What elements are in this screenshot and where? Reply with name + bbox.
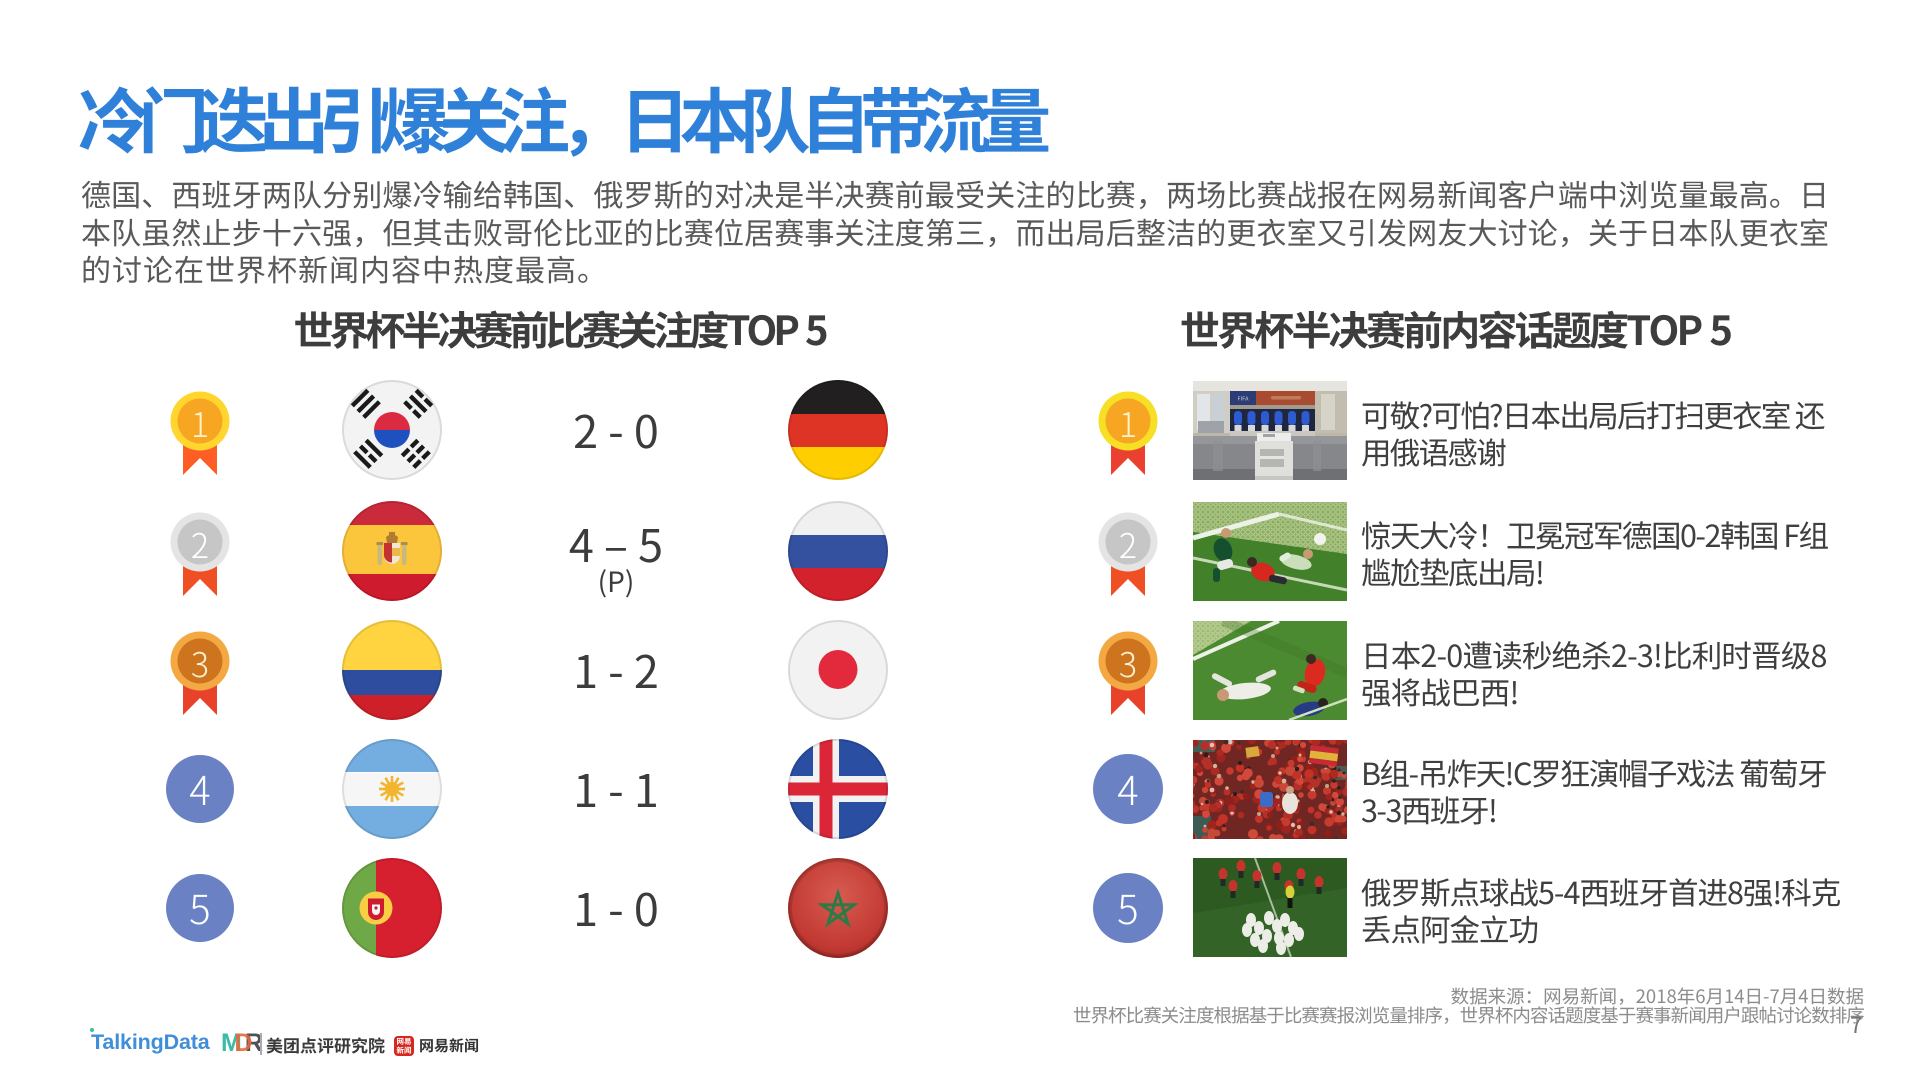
svg-text:1: 1	[1119, 398, 1137, 447]
svg-text:3: 3	[1119, 638, 1137, 687]
svg-text:3: 3	[191, 638, 209, 687]
svg-text:2: 2	[1119, 519, 1137, 568]
svg-text:2: 2	[191, 519, 209, 568]
svg-text:FIFA: FIFA	[1237, 395, 1249, 403]
svg-text:1: 1	[191, 398, 209, 447]
